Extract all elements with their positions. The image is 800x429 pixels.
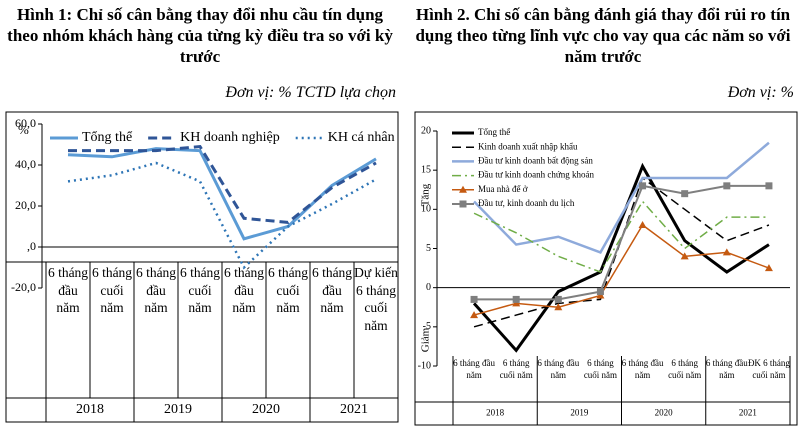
x-tick-label-box: ĐK 6 tháng cuối năm	[747, 358, 790, 380]
x-tick-label-box: 6 tháng cuối năm	[267, 265, 309, 316]
marker	[680, 252, 689, 260]
group-label: 2018	[486, 408, 505, 418]
legend-marker	[459, 185, 467, 193]
group-label: 2018	[76, 402, 104, 417]
x-tick-label: 6 tháng cuối năm	[668, 358, 702, 380]
x-tick-label-box: 6 tháng cuối năm	[91, 265, 133, 316]
marker	[723, 182, 731, 190]
unit-label: Đơn vị: % TCTD lựa chọn	[225, 84, 396, 101]
x-tick-label: 6 tháng cuối năm	[267, 265, 309, 316]
legend-label: Tổng thể	[478, 127, 510, 137]
marker	[596, 288, 604, 296]
x-tick-label: 6 tháng cuối năm	[179, 265, 221, 316]
line	[474, 184, 769, 301]
marker	[639, 182, 647, 190]
line	[67, 161, 377, 270]
y-tick-label: -5	[423, 321, 431, 332]
marker	[722, 248, 731, 256]
marker	[638, 221, 647, 228]
y-tick-label: 40,0	[15, 157, 36, 171]
marker	[764, 264, 773, 272]
x-tick-label-box: 6 tháng cuối năm	[583, 358, 618, 380]
y-tick-label: ,0	[27, 239, 36, 253]
y-tick-label: 0	[426, 282, 431, 293]
x-tick-label-box: 6 tháng đầu năm	[47, 265, 89, 316]
x-tick-label-box: 6 tháng đầu năm	[223, 265, 265, 316]
x-tick-label: 6 tháng đầu năm	[135, 265, 177, 316]
y-unit-label: %	[18, 122, 29, 137]
y-tick-label: 5	[426, 243, 431, 254]
line	[473, 200, 769, 273]
x-tick-label: 6 tháng đầu năm	[223, 265, 265, 316]
x-tick-label-box: 6 tháng cuối năm	[499, 358, 533, 380]
y-label-down: Giảm	[420, 327, 432, 352]
x-tick-label: 6 tháng cuối năm	[583, 358, 618, 380]
marker	[554, 295, 562, 303]
marker	[470, 295, 478, 303]
x-tick-label-box: 6 tháng đầu năm	[621, 358, 664, 380]
unit-label: Đơn vị: %	[727, 84, 794, 101]
legend-label: Kinh doanh xuất nhập khẩu	[478, 141, 578, 151]
line	[68, 144, 377, 224]
legend-label: Mua nhà để ở	[478, 184, 528, 194]
line	[473, 141, 770, 254]
legend-label: Đầu tư kinh doanh bất động sản	[478, 155, 593, 165]
marker	[470, 311, 479, 319]
x-tick-label-box: 6 tháng cuối năm	[179, 265, 221, 316]
x-tick-label-box: 6 tháng đầu năm	[135, 265, 177, 316]
x-tick-label: 6 tháng đầu năm	[621, 358, 664, 380]
x-tick-label: 6 tháng cuối năm	[91, 265, 133, 316]
x-tick-label-box: Dự kiến 6 tháng cuối năm	[354, 265, 398, 333]
x-tick-label: 6 tháng đầu năm	[537, 358, 580, 380]
chart-title: Hình 1: Chỉ số cân bằng thay đổi nhu cầu…	[7, 5, 393, 66]
x-tick-label-box: 6 tháng cuối năm	[668, 358, 702, 380]
line	[473, 223, 770, 316]
marker	[554, 303, 563, 311]
marker	[681, 190, 689, 198]
x-tick-label: 6 tháng đầu năm	[453, 358, 496, 380]
marker	[512, 295, 520, 303]
y-tick-label: 60,0	[15, 116, 36, 130]
legend-label: Tổng thể	[82, 130, 133, 145]
y-tick-label: -10	[418, 360, 431, 371]
x-tick-label: Dự kiến 6 tháng cuối năm	[354, 265, 398, 333]
line	[472, 162, 770, 353]
x-tick-label-box: 6 tháng đầu năm	[453, 358, 496, 380]
legend-label: Đầu tư, kinh doanh du lịch	[478, 198, 575, 208]
x-tick-label-box: 6 tháng đầu năm	[311, 265, 353, 316]
legend-label: KH doanh nghiệp	[180, 130, 280, 145]
group-label: 2019	[570, 408, 589, 418]
legend-marker	[459, 200, 467, 208]
x-tick-label-box: 6 tháng đầu năm	[537, 358, 580, 380]
x-tick-label: 6 tháng đầu năm	[47, 265, 89, 316]
y-tick-label: -20,0	[11, 280, 36, 294]
marker	[765, 182, 773, 190]
y-tick-label: 15	[421, 164, 431, 175]
group-label: 2020	[655, 408, 674, 418]
group-label: 2021	[739, 408, 757, 418]
frame	[414, 111, 798, 426]
x-tick-label: 6 tháng cuối năm	[499, 358, 533, 380]
x-tick-label: ĐK 6 tháng cuối năm	[747, 358, 790, 380]
x-tick-label-box: 6 tháng đầu năm	[705, 358, 748, 380]
chart-title: Hình 2. Chỉ số cân bằng đánh giá thay đổ…	[415, 5, 791, 66]
y-tick-label: 20,0	[15, 198, 36, 212]
legend-label: KH cá nhân	[328, 130, 395, 145]
x-tick-label: 6 tháng đầu năm	[311, 265, 353, 316]
line	[473, 176, 770, 328]
x-tick-label: 6 tháng đầu năm	[705, 358, 748, 380]
y-tick-label: 20	[421, 125, 431, 136]
y-label-up: Tăng	[420, 183, 432, 206]
line	[67, 147, 377, 241]
legend-label: Đầu tư kinh doanh chứng khoán	[478, 170, 594, 180]
group-label: 2020	[252, 402, 280, 417]
group-label: 2021	[340, 402, 368, 417]
group-label: 2019	[164, 402, 192, 417]
y-tick-label: 10	[421, 204, 431, 215]
